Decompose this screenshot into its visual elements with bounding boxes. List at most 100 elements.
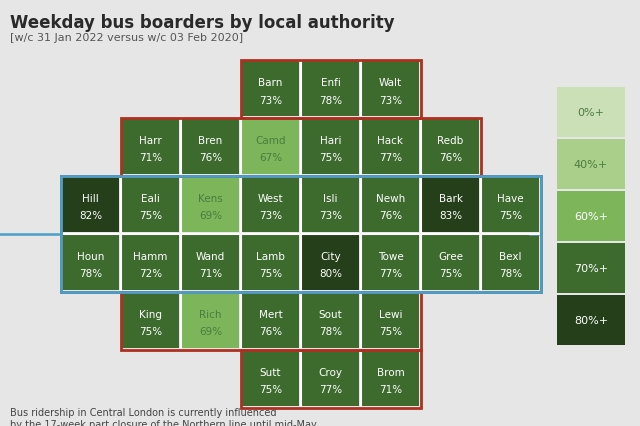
Bar [182, 120, 239, 175]
Text: Lamb: Lamb [256, 251, 285, 261]
Text: 75%: 75% [259, 269, 282, 279]
Bar [120, 118, 481, 176]
Text: Redb: Redb [437, 135, 463, 146]
Text: Wand: Wand [196, 251, 225, 261]
Bar [242, 236, 299, 290]
Text: 76%: 76% [379, 211, 402, 221]
Text: Lewi: Lewi [379, 309, 403, 319]
Bar [62, 236, 119, 290]
Bar [362, 120, 419, 175]
Text: Isli: Isli [323, 193, 338, 204]
Bar [557, 140, 625, 190]
Text: 78%: 78% [79, 269, 102, 279]
Bar [302, 178, 359, 233]
Text: 80%+: 80%+ [574, 315, 608, 325]
Text: Walt: Walt [379, 78, 402, 88]
Text: 71%: 71% [139, 153, 162, 163]
Bar [61, 176, 541, 292]
Text: 76%: 76% [259, 327, 282, 337]
Text: West: West [258, 193, 284, 204]
Text: 75%: 75% [259, 385, 282, 394]
Text: 78%: 78% [499, 269, 522, 279]
Bar [242, 294, 299, 348]
Text: 60%+: 60%+ [574, 211, 608, 222]
Bar [122, 236, 179, 290]
Text: Hill: Hill [82, 193, 99, 204]
Text: Hamm: Hamm [133, 251, 168, 261]
Text: Bus ridership in Central London is currently influenced
by the 17-week part clos: Bus ridership in Central London is curre… [10, 407, 317, 426]
Bar [182, 178, 239, 233]
Bar [482, 236, 539, 290]
Bar [557, 88, 625, 138]
Text: 75%: 75% [499, 211, 522, 221]
Bar [242, 62, 299, 117]
Bar [242, 178, 299, 233]
Text: Sutt: Sutt [260, 367, 281, 377]
Text: King: King [139, 309, 162, 319]
Bar [120, 292, 420, 350]
Bar [122, 120, 179, 175]
Bar [61, 176, 541, 292]
Text: Camd: Camd [255, 135, 285, 146]
Text: Bark: Bark [438, 193, 463, 204]
Text: 73%: 73% [259, 211, 282, 221]
Text: 82%: 82% [79, 211, 102, 221]
Text: Weekday bus boarders by local authority: Weekday bus boarders by local authority [10, 14, 395, 32]
Text: Kens: Kens [198, 193, 223, 204]
Text: Croy: Croy [319, 367, 342, 377]
Bar [241, 60, 420, 118]
Bar [302, 120, 359, 175]
Text: 71%: 71% [379, 385, 402, 394]
Text: 77%: 77% [379, 269, 402, 279]
Text: 77%: 77% [379, 153, 402, 163]
Text: 75%: 75% [319, 153, 342, 163]
Bar [362, 62, 419, 117]
Text: 75%: 75% [439, 269, 462, 279]
Text: Bren: Bren [198, 135, 223, 146]
Bar [557, 192, 625, 242]
Text: Sout: Sout [319, 309, 342, 319]
Text: Mert: Mert [259, 309, 282, 319]
Bar [422, 178, 479, 233]
Text: Hack: Hack [378, 135, 403, 146]
Text: Bexl: Bexl [499, 251, 522, 261]
Text: City: City [320, 251, 341, 261]
Text: 75%: 75% [379, 327, 402, 337]
Text: 75%: 75% [139, 211, 162, 221]
Bar [182, 294, 239, 348]
Text: 76%: 76% [439, 153, 462, 163]
Bar [557, 243, 625, 294]
Text: Rich: Rich [199, 309, 221, 319]
Bar [122, 178, 179, 233]
Text: 71%: 71% [199, 269, 222, 279]
Text: 0%+: 0%+ [577, 108, 605, 118]
Text: 76%: 76% [199, 153, 222, 163]
Bar [302, 294, 359, 348]
Text: Houn: Houn [77, 251, 104, 261]
Bar [242, 120, 299, 175]
Text: 67%: 67% [259, 153, 282, 163]
Bar [302, 62, 359, 117]
Text: Newh: Newh [376, 193, 405, 204]
Text: 80%: 80% [319, 269, 342, 279]
Text: 83%: 83% [439, 211, 462, 221]
Text: 78%: 78% [319, 95, 342, 105]
Text: 73%: 73% [379, 95, 402, 105]
Text: 78%: 78% [319, 327, 342, 337]
Bar [241, 350, 420, 408]
Text: Brom: Brom [376, 367, 404, 377]
Text: Eali: Eali [141, 193, 160, 204]
Bar [302, 351, 359, 406]
Text: 69%: 69% [199, 211, 222, 221]
Text: 72%: 72% [139, 269, 162, 279]
Bar [362, 178, 419, 233]
Bar [482, 178, 539, 233]
Bar [62, 178, 119, 233]
Text: 70%+: 70%+ [574, 263, 608, 273]
Text: Barn: Barn [259, 78, 283, 88]
Text: Hari: Hari [320, 135, 341, 146]
Bar [182, 236, 239, 290]
Text: Harr: Harr [139, 135, 162, 146]
Text: 73%: 73% [259, 95, 282, 105]
Bar [557, 295, 625, 345]
